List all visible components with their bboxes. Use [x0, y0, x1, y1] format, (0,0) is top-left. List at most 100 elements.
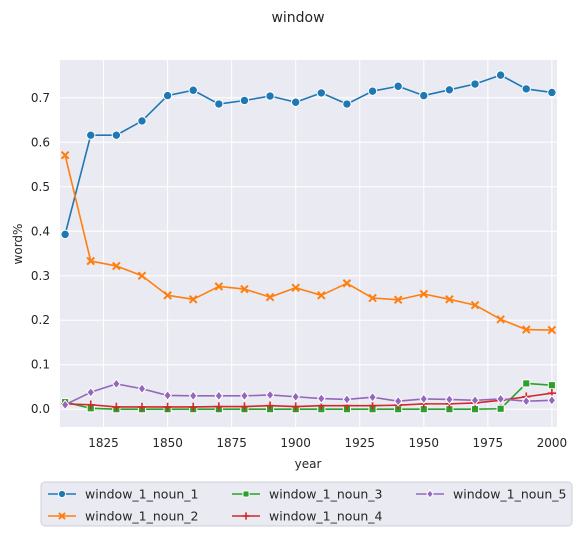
data-point — [112, 402, 121, 412]
data-point — [239, 95, 250, 106]
data-point — [547, 381, 556, 390]
data-point — [188, 390, 198, 402]
data-point — [162, 90, 173, 101]
data-point — [342, 393, 352, 405]
series-line — [65, 392, 552, 408]
x-tick-label: 1875 — [216, 436, 247, 450]
series-line — [64, 383, 552, 406]
data-point — [214, 282, 224, 291]
y-tick-label: 0.2 — [31, 313, 50, 327]
data-point — [163, 402, 172, 412]
data-point — [316, 88, 327, 98]
data-point — [163, 291, 172, 300]
data-point — [240, 402, 249, 411]
chart-title: window — [271, 10, 324, 26]
x-tick-labels: 1825 1850 1875 1900 1925 1950 1975 2000 — [88, 436, 567, 450]
data-point — [445, 295, 454, 304]
data-point — [291, 391, 301, 403]
data-point — [368, 391, 377, 403]
legend-marker — [426, 489, 434, 499]
data-point — [112, 261, 121, 271]
data-point — [60, 399, 70, 411]
legend-label: window_1_noun_2 — [85, 509, 199, 524]
series-layer — [60, 70, 557, 414]
series-1 — [60, 70, 557, 240]
data-point — [419, 289, 429, 299]
y-tick-label: 0.0 — [31, 402, 50, 416]
data-point — [393, 395, 403, 407]
legend-box — [40, 481, 573, 527]
data-point — [470, 79, 480, 89]
data-point — [214, 390, 224, 402]
legend-item: window_1_noun_4 — [232, 509, 383, 524]
data-point — [495, 70, 506, 80]
legend-item: window_1_noun_5 — [416, 487, 567, 502]
data-point — [86, 386, 96, 398]
data-point — [368, 401, 377, 410]
data-point — [265, 389, 275, 401]
series-5 — [60, 378, 557, 411]
data-point — [163, 389, 172, 401]
data-point — [521, 395, 531, 407]
data-point — [342, 279, 352, 288]
data-point — [214, 402, 224, 411]
y-tick-label: 0.6 — [31, 135, 50, 149]
data-point — [137, 402, 147, 412]
legend-item: window_1_noun_1 — [48, 487, 199, 502]
data-point — [189, 402, 198, 412]
legend-label: window_1_noun_4 — [269, 509, 383, 524]
data-point — [445, 393, 454, 405]
x-tick-label: 1950 — [409, 436, 440, 450]
data-point — [496, 404, 505, 413]
y-tick-label: 0.7 — [31, 91, 50, 105]
data-point — [137, 271, 147, 281]
data-point — [86, 130, 96, 140]
data-point — [444, 85, 455, 95]
data-point — [496, 393, 505, 405]
y-axis-label: word% — [11, 224, 25, 265]
data-point — [291, 402, 300, 411]
data-point — [60, 229, 70, 240]
data-point — [188, 85, 198, 95]
y-tick-label: 0.3 — [31, 269, 50, 283]
x-tick-label: 1975 — [473, 436, 504, 450]
legend-marker — [57, 489, 67, 499]
series-2 — [60, 150, 557, 335]
data-point — [188, 295, 198, 304]
data-point — [393, 295, 403, 305]
data-point — [265, 292, 275, 302]
legend-item: window_1_noun_3 — [232, 487, 383, 502]
data-point — [265, 401, 275, 410]
data-point — [522, 379, 531, 388]
x-tick-label: 2000 — [537, 436, 568, 450]
data-point — [367, 86, 378, 96]
data-point — [547, 325, 557, 335]
data-point — [342, 99, 352, 109]
data-point — [547, 87, 557, 98]
data-point — [86, 256, 96, 266]
data-point — [240, 284, 249, 294]
data-point — [419, 90, 429, 101]
legend-marker — [242, 512, 250, 520]
data-point — [470, 394, 480, 406]
data-point — [547, 394, 557, 406]
legend-label: window_1_noun_3 — [269, 487, 383, 502]
data-point — [521, 325, 531, 334]
data-point — [86, 400, 95, 409]
legend-marker — [58, 512, 66, 520]
y-tick-label: 0.1 — [31, 358, 50, 372]
data-point — [240, 390, 249, 402]
data-point — [214, 99, 224, 109]
data-point — [496, 315, 505, 324]
data-point — [419, 393, 429, 405]
data-point — [137, 383, 147, 395]
y-tick-label: 0.4 — [31, 224, 50, 238]
legend-label: window_1_noun_1 — [85, 487, 199, 502]
data-point — [60, 150, 70, 160]
data-point — [137, 116, 147, 126]
legend-label: window_1_noun_5 — [453, 487, 567, 502]
series-line — [64, 155, 552, 331]
x-tick-label: 1900 — [280, 436, 311, 450]
series-line — [64, 382, 552, 411]
y-tick-labels: 0.0 0.1 0.2 0.3 0.4 0.5 0.6 0.7 — [31, 91, 50, 416]
